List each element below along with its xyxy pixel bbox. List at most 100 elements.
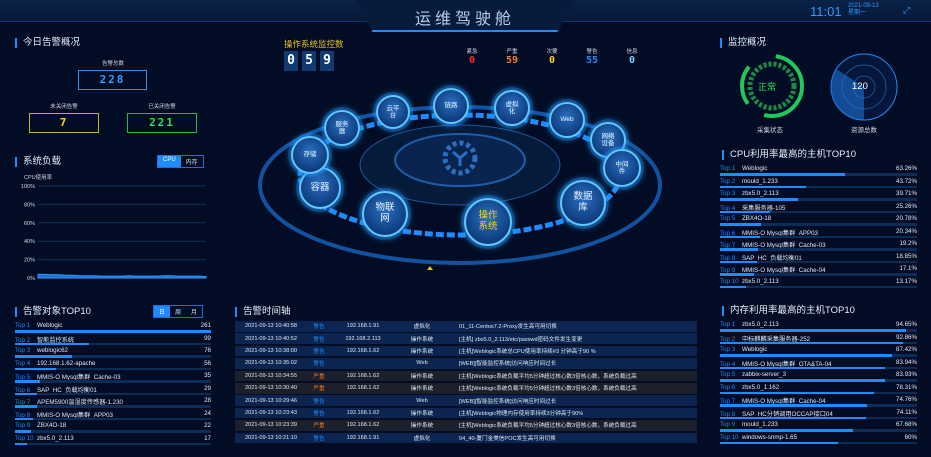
rank-row[interactable]: Top 9 ZBX4O-18 22 <box>15 422 211 435</box>
rank-bar-fill <box>720 235 761 238</box>
rank-value: 74.11% <box>896 408 917 416</box>
rank-row[interactable]: Top 5 ZBX4O-18 20.78% <box>720 215 917 228</box>
category-node-7[interactable]: 操作系统 <box>464 198 512 246</box>
rank-label: Top 4 <box>720 204 736 212</box>
rank-row[interactable]: Top 6 MMIS-O Mysql集群_APP03 20.34% <box>720 228 917 241</box>
timeline-row[interactable]: 2021-09-13 10:40:52 警告 192.168.2.113 操作系统 [主… <box>235 333 697 344</box>
timeline-row[interactable]: 2021-09-13 10:38:00 警告 192.168.1.62 操作系统 [主机… <box>235 345 697 357</box>
timeline-msg: [主机]Weblogic物理内存使用率持续3分钟高于90% <box>459 411 584 418</box>
tab-cpu[interactable]: CPU <box>158 156 181 167</box>
rank-name: zbx5.0_2.113 <box>742 321 779 328</box>
rank-row[interactable]: Top 3 Weblogic 87.42% <box>720 346 917 359</box>
rank-name: zbx5.0_1.162 <box>742 383 780 391</box>
category-node-9[interactable]: 容器 <box>299 167 341 209</box>
rank-row[interactable]: Top 8 SAP_HC_负载均衡01 18.85% <box>720 253 917 266</box>
rank-bar-fill <box>720 248 758 251</box>
category-node-5[interactable]: 中间件 <box>603 149 641 187</box>
timeline-time: 2021-09-13 10:40:52 <box>245 335 297 342</box>
timeline-row[interactable]: 2021-09-13 10:40:58 警告 192.168.1.91 虚拟化 01_1… <box>235 321 697 332</box>
rank-name: Weblogic <box>742 165 768 172</box>
rank-label: Top 4 <box>15 359 31 367</box>
rank-row[interactable]: Top 4 MMIS-O Mysql集群_OTA&TA-04 83.94% <box>720 359 917 372</box>
timeline-row[interactable]: 2021-09-13 10:29:46 警告 Web [WEB][智能监控系统]访问响… <box>235 395 697 406</box>
rank-row[interactable]: Top 10 zbx5.0_2.113 13.17% <box>720 278 917 291</box>
rank-row[interactable]: Top 1 Weblogic 63.26% <box>720 165 917 178</box>
rank-bar-track <box>15 380 211 383</box>
timeline-msg: [WEB][智能监控系统]访问响应时间过长 <box>459 361 557 368</box>
rank-row[interactable]: Top 7 MMIS-O Mysql集群_Cache-04 74.76% <box>720 396 917 409</box>
rank-bar-track <box>15 367 211 370</box>
timeline-time: 2021-09-13 10:23:43 <box>245 410 297 417</box>
y-tick-label: 100% <box>21 184 35 190</box>
category-node-2[interactable]: 虚拟化 <box>494 90 530 126</box>
rank-value: 28 <box>204 397 211 404</box>
section-title-monitor: 监控概况 <box>720 38 766 48</box>
rank-bar-track <box>720 260 917 263</box>
tab-week[interactable]: 周 <box>175 310 182 316</box>
rank-row[interactable]: Top 9 MMIS-O Mysql集群_Cache-04 17.1% <box>720 265 917 278</box>
tab-memory[interactable]: 内存 <box>185 160 198 166</box>
expand-icon[interactable]: ⤢ <box>903 5 911 15</box>
category-node-10[interactable]: 存储 <box>291 136 329 174</box>
rank-row[interactable]: Top 1 zbx5.0_2.113 94.65% <box>720 321 917 334</box>
rank-row[interactable]: Top 10 zbx5.0_2.113 17 <box>15 435 211 448</box>
rank-row[interactable]: Top 2 智能监控系统 99 <box>15 335 211 348</box>
tab-day[interactable]: 日 <box>154 306 171 317</box>
rank-bar-fill <box>720 173 845 176</box>
rank-row[interactable]: Top 10 windows-snmp-1.65 60% <box>720 434 917 447</box>
timeline-row[interactable]: 2021-09-13 10:35:02 警告 Web [WEB][智能监控系统]访问响… <box>235 358 697 369</box>
category-node-1[interactable]: 链路 <box>433 88 469 124</box>
rank-label: Top 3 <box>720 346 736 353</box>
timeline-msg: 01_11-Centos7.2-Proxy发生高可用切换 <box>459 324 557 331</box>
rank-label: Top 9 <box>720 421 736 428</box>
timeline-row[interactable]: 2021-09-13 10:23:39 严重 192.168.1.62 操作系统 [主机… <box>235 420 697 431</box>
category-node-0[interactable]: 云平台 <box>376 95 410 129</box>
rank-row[interactable]: Top 1 Weblogic 261 <box>15 322 211 335</box>
page-title: 运维驾驶舱 <box>414 11 515 28</box>
rank-label: Top 3 <box>720 190 736 197</box>
rank-row[interactable]: Top 5 MMIS-O Mysql集群_Cache-03 35 <box>15 372 211 385</box>
severity-count: 次要 0 <box>537 47 567 66</box>
rank-row[interactable]: Top 7 MMIS-O Mysql集群_Cache-03 19.2% <box>720 240 917 253</box>
rank-name: windows-snmp-1.65 <box>742 433 798 441</box>
rank-row[interactable]: Top 6 zbx5.0_1.162 78.31% <box>720 384 917 397</box>
rank-bar-track <box>720 379 917 382</box>
timeline-type: 操作系统 <box>410 411 434 418</box>
rank-row[interactable]: Top 8 MMIS-O Mysql集群_APP03 24 <box>15 410 211 423</box>
rank-row[interactable]: Top 7 APEM5900温湿度传感器-1.230 28 <box>15 397 211 410</box>
rank-row[interactable]: Top 5 zabbix-server_3 83.93% <box>720 371 917 384</box>
timeline-time: 2021-09-13 10:23:39 <box>245 422 297 429</box>
rank-row[interactable]: Top 3 weblogic62 76 <box>15 347 211 360</box>
timeline-row[interactable]: 2021-09-13 10:23:43 警告 192.168.1.62 操作系统 [主机… <box>235 407 697 419</box>
digit: 9 <box>320 51 334 71</box>
tab-month[interactable]: 月 <box>191 310 198 316</box>
rank-row[interactable]: Top 3 zbx5.0_2.113 39.71% <box>720 190 917 203</box>
category-node-4[interactable]: 网络设备 <box>590 122 626 158</box>
rank-bar-fill <box>15 342 90 345</box>
closed-label: 已关闭告警 <box>148 104 176 110</box>
rank-bar-track <box>720 429 917 432</box>
timeline-row[interactable]: 2021-09-13 10:30:40 严重 192.168.1.62 操作系统 [主机… <box>235 382 697 394</box>
rank-row[interactable]: Top 2 中标麒麟采集服务器-252 92.86% <box>720 334 917 347</box>
rank-label: Top 7 <box>720 242 736 249</box>
timeline-ip: 192.168.1.62 <box>346 410 380 417</box>
rank-bar-fill <box>15 442 27 445</box>
rank-row[interactable]: Top 4 采集服务器-105 25.26% <box>720 203 917 216</box>
category-node-11[interactable]: 服务器 <box>324 110 360 146</box>
rank-row[interactable]: Top 2 mould_1.233 43.72% <box>720 178 917 191</box>
rank-value: 94.65% <box>896 321 917 328</box>
category-node-3[interactable]: Web <box>549 102 585 138</box>
rank-row[interactable]: Top 9 mould_1.233 67.68% <box>720 421 917 434</box>
rank-name: MMIS-O Mysql集群_Cache-03 <box>37 374 121 381</box>
rank-row[interactable]: Top 8 SAP_HC分销调用OCCAP接口04 74.11% <box>720 409 917 422</box>
rank-row[interactable]: Top 4 192.168.1.62-apache 56 <box>15 360 211 373</box>
rank-row[interactable]: Top 6 SAP_HC_负载均衡01 29 <box>15 385 211 398</box>
rank-value: 99 <box>204 334 211 342</box>
category-node-8[interactable]: 物联网 <box>362 191 408 237</box>
rank-label: Top 10 <box>720 277 739 285</box>
timeline-time: 2021-09-13 10:30:40 <box>245 385 297 392</box>
category-node-6[interactable]: 数据库 <box>560 180 606 226</box>
timeline-msg: [主机]Weblogic系统负载平均5分钟超过核心数3倍核心数，系统负载过高 <box>459 423 637 430</box>
timeline-row[interactable]: 2021-09-13 10:34:55 严重 192.168.1.62 操作系统 [主机… <box>235 370 697 382</box>
timeline-row[interactable]: 2021-09-13 10:21:10 警告 192.168.1.91 虚拟化 04_4… <box>235 432 697 444</box>
